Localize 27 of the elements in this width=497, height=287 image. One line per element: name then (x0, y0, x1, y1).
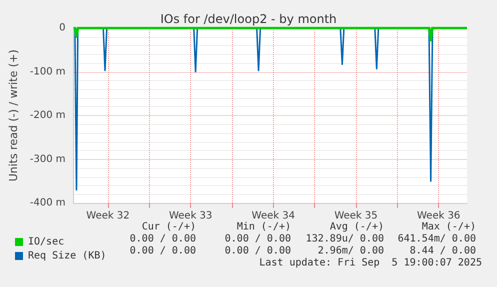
text: Min (-/+) (236, 222, 291, 232)
y-tick-label: -400 m (30, 198, 66, 208)
x-tick-label: Week 33 (168, 210, 212, 222)
y-axis-title: Units read (-) / write (+) (7, 49, 20, 182)
x-tick-label: Week 34 (252, 210, 295, 222)
text: 132.89u/ 0.00 (306, 234, 384, 244)
text: 641.54m/ 0.00 (398, 234, 476, 244)
legend-label: IO/sec (28, 236, 64, 248)
chart-title: IOs for /dev/loop2 - by month (160, 12, 337, 26)
y-tick-label: -300 m (30, 154, 66, 165)
text: Avg (-/+) (330, 222, 384, 232)
x-tick-label: Week 36 (417, 210, 460, 222)
text: 0.00 / 0.00 (130, 246, 196, 256)
text: 8.44 / 0.00 (410, 246, 476, 256)
legend-label: Req Size (KB) (28, 250, 106, 262)
text: Cur (-/+) (142, 222, 196, 232)
text: 0.00 / 0.00 (130, 234, 196, 244)
x-tick-label: Week 32 (86, 210, 130, 222)
text: 0.00 / 0.00 (224, 246, 291, 256)
text: Max (-/+) (422, 222, 476, 232)
y-tick-label: 0 (59, 22, 66, 34)
text: 0.00 / 0.00 (224, 234, 291, 244)
x-tick-label: Week 35 (334, 210, 378, 222)
text: Last update: Fri Sep 5 19:00:07 2025 (259, 258, 482, 268)
text: 2.96m/ 0.00 (318, 246, 384, 256)
y-tick-label: -200 m (30, 110, 66, 121)
y-tick-label: -100 m (30, 66, 66, 78)
